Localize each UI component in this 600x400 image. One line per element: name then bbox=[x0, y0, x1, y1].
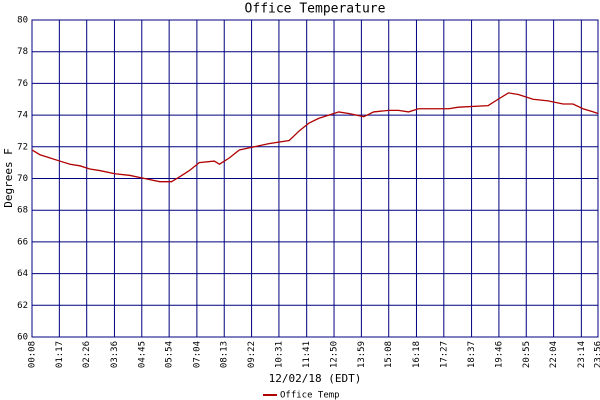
y-tick-label: 62 bbox=[17, 301, 28, 311]
x-tick-label: 04:45 bbox=[137, 341, 147, 368]
y-tick-label: 68 bbox=[17, 206, 28, 216]
x-tick-label: 20:55 bbox=[522, 341, 532, 368]
y-tick-label: 66 bbox=[17, 237, 28, 247]
data-line bbox=[31, 92, 599, 183]
y-tick-label: 64 bbox=[17, 269, 28, 279]
x-tick-label: 19:46 bbox=[494, 341, 504, 368]
y-axis-title: Degrees F bbox=[2, 148, 15, 208]
legend-label: Office Temp bbox=[280, 391, 340, 400]
x-tick-label: 23:14 bbox=[577, 341, 587, 368]
x-tick-label: 01:17 bbox=[55, 341, 65, 368]
y-tick-label: 74 bbox=[17, 111, 28, 121]
y-tick-label: 76 bbox=[17, 79, 28, 89]
x-tick-label: 08:13 bbox=[220, 341, 230, 368]
x-tick-label: 02:26 bbox=[82, 341, 92, 368]
chart-title: Office Temperature bbox=[245, 2, 386, 17]
y-tick-label: 78 bbox=[17, 47, 28, 57]
x-tick-label: 17:27 bbox=[439, 341, 449, 368]
x-tick-label: 03:36 bbox=[110, 341, 120, 368]
x-tick-label: 22:04 bbox=[549, 341, 559, 368]
x-tick-label: 11:41 bbox=[302, 341, 312, 368]
x-tick-label: 05:54 bbox=[165, 341, 175, 368]
y-tick-label: 72 bbox=[17, 142, 28, 152]
x-axis-title: 12/02/18 (EDT) bbox=[269, 372, 362, 385]
x-tick-label: 09:22 bbox=[247, 341, 257, 368]
y-tick-label: 60 bbox=[17, 333, 28, 343]
y-tick-label: 80 bbox=[17, 16, 28, 26]
x-tick-label: 23:56 bbox=[594, 341, 600, 368]
x-tick-label: 13:59 bbox=[357, 341, 367, 368]
x-tick-label: 18:37 bbox=[467, 341, 477, 368]
x-tick-label: 15:08 bbox=[384, 341, 394, 368]
x-tick-label: 00:08 bbox=[28, 341, 38, 368]
x-tick-label: 12:50 bbox=[330, 341, 340, 368]
y-tick-label: 70 bbox=[17, 174, 28, 184]
x-tick-label: 16:18 bbox=[412, 341, 422, 368]
x-tick-label: 07:04 bbox=[192, 341, 202, 368]
x-tick-label: 10:31 bbox=[274, 341, 284, 368]
